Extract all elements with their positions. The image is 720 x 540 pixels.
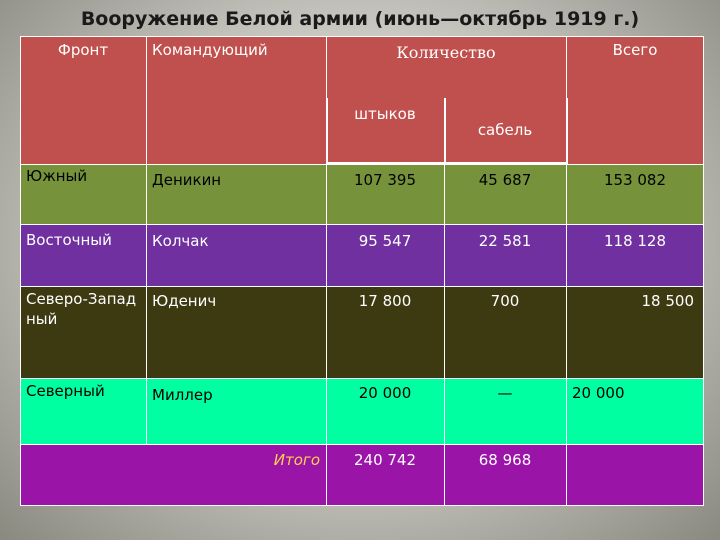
grid-vline bbox=[444, 164, 445, 506]
grid-hline bbox=[20, 164, 704, 165]
cell-commander: Миллер bbox=[152, 386, 213, 404]
cell-total: 20 000 bbox=[572, 384, 625, 402]
page-title: Вооружение Белой армии (июнь—октябрь 191… bbox=[80, 8, 640, 30]
header-sabres: сабель bbox=[444, 100, 566, 164]
total-bayonets: 240 742 bbox=[353, 451, 417, 469]
cell-total: 18 500 bbox=[641, 292, 695, 310]
grid-hline bbox=[20, 36, 704, 37]
header-total-label: Всего bbox=[612, 41, 658, 59]
row-total bbox=[20, 444, 704, 506]
cell-front: Южный bbox=[26, 167, 88, 185]
grid-hline bbox=[20, 505, 704, 506]
cell-bayonets: 95 547 bbox=[358, 232, 412, 250]
header-bayonets: штыков bbox=[326, 100, 444, 164]
header-commander: Командующий bbox=[146, 36, 326, 164]
grid-hline bbox=[20, 286, 704, 287]
cell-sabres: — bbox=[497, 384, 513, 402]
header-bayonets-label: штыков bbox=[354, 105, 416, 123]
grid-vline bbox=[566, 36, 567, 506]
grid-vline bbox=[146, 36, 147, 444]
armament-table: Фронт Командующий Количество Всего штыко… bbox=[20, 36, 704, 506]
cell-sabres: 22 581 bbox=[478, 232, 532, 250]
cell-front: Северный bbox=[26, 382, 105, 400]
row-north bbox=[20, 378, 704, 444]
header-front-label: Фронт bbox=[57, 41, 109, 59]
cell-front-text: Северо-Западный bbox=[26, 290, 137, 329]
grid-vline bbox=[703, 36, 704, 506]
cell-sabres: 45 687 bbox=[478, 171, 532, 189]
grid-hline bbox=[20, 444, 704, 445]
cell-sabres: 700 bbox=[490, 292, 520, 310]
header-quantity-label: Количество bbox=[396, 43, 496, 62]
cell-total: 153 082 bbox=[603, 171, 667, 189]
header-sabres-label: сабель bbox=[477, 121, 533, 139]
total-sum bbox=[566, 444, 704, 506]
cell-bayonets: 17 800 bbox=[358, 292, 412, 310]
grid-vline bbox=[326, 36, 327, 506]
row-south bbox=[20, 164, 704, 224]
cell-commander: Юденич bbox=[152, 292, 217, 310]
header-quantity: Количество bbox=[326, 36, 566, 164]
cell-commander: Деникин bbox=[152, 171, 222, 189]
cell-front: Северо-Западный bbox=[20, 286, 146, 378]
subheader-frame bbox=[326, 98, 568, 164]
cell-commander: Колчак bbox=[152, 232, 209, 250]
header-front: Фронт bbox=[20, 36, 146, 164]
total-label: Итого bbox=[273, 451, 320, 469]
header-commander-label: Командующий bbox=[152, 41, 268, 59]
cell-bayonets: 20 000 bbox=[358, 384, 412, 402]
total-sabres: 68 968 bbox=[478, 451, 532, 469]
grid-hline bbox=[20, 378, 704, 379]
grid-vline bbox=[20, 36, 21, 506]
header-total: Всего bbox=[566, 36, 704, 164]
cell-front: Восточный bbox=[26, 231, 112, 249]
row-east bbox=[20, 224, 704, 286]
cell-total: 118 128 bbox=[603, 232, 667, 250]
row-northwest bbox=[20, 286, 704, 378]
grid-hline bbox=[20, 224, 704, 225]
subheader-divider bbox=[444, 98, 446, 164]
cell-bayonets: 107 395 bbox=[353, 171, 417, 189]
